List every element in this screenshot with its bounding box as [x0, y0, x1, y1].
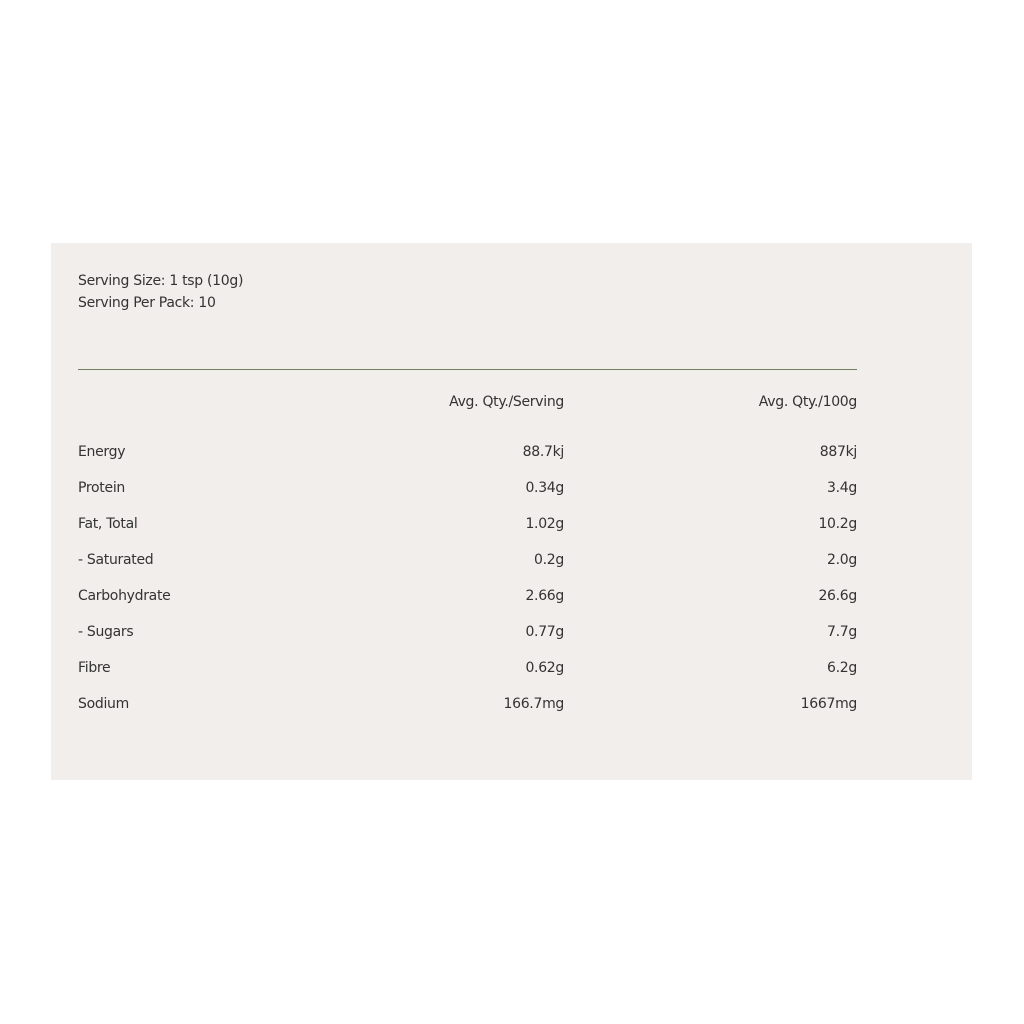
table-row: Energy 88.7kj 887kj	[78, 444, 857, 464]
per-serving-value: 1.02g	[525, 516, 564, 532]
table-row: - Saturated 0.2g 2.0g	[78, 552, 857, 572]
per-serving-value: 0.2g	[534, 552, 564, 568]
nutrient-name: Protein	[78, 480, 125, 496]
nutrient-name: Sodium	[78, 696, 129, 712]
table-row: Sodium 166.7mg 1667mg	[78, 696, 857, 716]
per-100g-value: 7.7g	[827, 624, 857, 640]
per-serving-value: 0.62g	[525, 660, 564, 676]
nutrient-name: Fat, Total	[78, 516, 138, 532]
table-row: Fat, Total 1.02g 10.2g	[78, 516, 857, 536]
per-serving-value: 0.77g	[525, 624, 564, 640]
per-serving-value: 88.7kj	[522, 444, 565, 460]
serving-size: Serving Size: 1 tsp (10g)	[78, 273, 244, 289]
table-header: Avg. Qty./Serving Avg. Qty./100g	[78, 394, 857, 414]
table-row: - Sugars 0.77g 7.7g	[78, 624, 857, 644]
nutrient-name: - Sugars	[78, 624, 134, 640]
per-100g-value: 6.2g	[827, 660, 857, 676]
divider	[78, 369, 857, 370]
per-serving-value: 166.7mg	[503, 696, 564, 712]
header-per-100g: Avg. Qty./100g	[758, 394, 858, 410]
nutrient-name: Energy	[78, 444, 126, 460]
nutrient-name: Carbohydrate	[78, 588, 171, 604]
nutrition-panel: Serving Size: 1 tsp (10g) Serving Per Pa…	[51, 243, 972, 780]
per-100g-value: 3.4g	[827, 480, 857, 496]
per-100g-value: 887kj	[819, 444, 858, 460]
serving-info: Serving Size: 1 tsp (10g) Serving Per Pa…	[78, 270, 243, 314]
per-serving-value: 0.34g	[525, 480, 564, 496]
nutrient-name: Fibre	[78, 660, 111, 676]
servings-per-pack: Serving Per Pack: 10	[78, 295, 216, 311]
per-100g-value: 26.6g	[818, 588, 857, 604]
table-row: Carbohydrate 2.66g 26.6g	[78, 588, 857, 608]
table-row: Protein 0.34g 3.4g	[78, 480, 857, 500]
per-100g-value: 2.0g	[827, 552, 857, 568]
per-100g-value: 10.2g	[818, 516, 857, 532]
per-serving-value: 2.66g	[525, 588, 564, 604]
per-100g-value: 1667mg	[800, 696, 858, 712]
header-per-serving: Avg. Qty./Serving	[449, 394, 564, 410]
table-row: Fibre 0.62g 6.2g	[78, 660, 857, 680]
nutrient-name: - Saturated	[78, 552, 154, 568]
